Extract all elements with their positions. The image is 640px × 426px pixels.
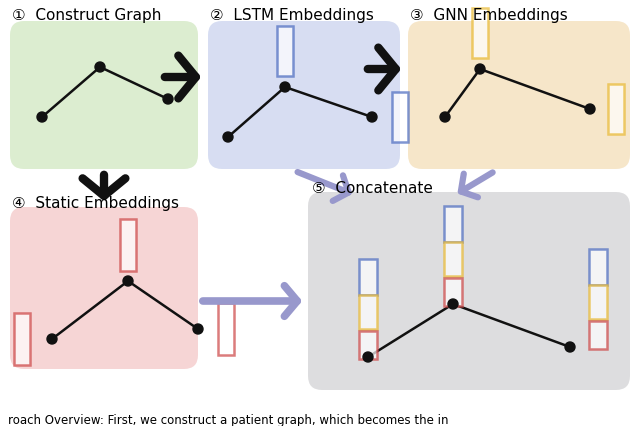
Text: roach Overview: First, we construct a patient graph, which becomes the in: roach Overview: First, we construct a pa… [8, 413, 449, 426]
Circle shape [475, 65, 485, 75]
Circle shape [163, 95, 173, 105]
Bar [444, 278, 462, 306]
Bar [359, 295, 377, 329]
FancyBboxPatch shape [10, 207, 198, 369]
Circle shape [367, 113, 377, 123]
Bar [444, 242, 462, 276]
Circle shape [440, 113, 450, 123]
Circle shape [37, 113, 47, 123]
Bar [444, 207, 462, 242]
Text: ⑤  Concatenate: ⑤ Concatenate [312, 181, 433, 196]
Bar [589, 285, 607, 319]
Circle shape [193, 324, 203, 334]
Bar [14, 313, 30, 365]
Circle shape [448, 299, 458, 309]
Text: ①  Construct Graph: ① Construct Graph [12, 8, 161, 23]
Circle shape [47, 334, 57, 344]
Circle shape [565, 342, 575, 352]
Bar [359, 259, 377, 295]
Bar [277, 27, 293, 77]
Bar [392, 93, 408, 143]
Circle shape [95, 63, 105, 73]
Bar [608, 85, 624, 135]
Bar [472, 9, 488, 59]
Circle shape [223, 132, 233, 143]
Text: ④  Static Embeddings: ④ Static Embeddings [12, 196, 179, 210]
FancyBboxPatch shape [408, 22, 630, 170]
Circle shape [363, 352, 373, 362]
Bar [359, 331, 377, 359]
FancyBboxPatch shape [308, 193, 630, 390]
Bar [589, 321, 607, 349]
FancyBboxPatch shape [10, 22, 198, 170]
Text: ②  LSTM Embeddings: ② LSTM Embeddings [210, 8, 374, 23]
Circle shape [280, 83, 290, 93]
Bar [218, 303, 234, 355]
Bar [589, 249, 607, 285]
Bar [120, 219, 136, 271]
FancyBboxPatch shape [208, 22, 400, 170]
Circle shape [585, 105, 595, 115]
Text: ③  GNN Embeddings: ③ GNN Embeddings [410, 8, 568, 23]
Circle shape [123, 276, 133, 286]
